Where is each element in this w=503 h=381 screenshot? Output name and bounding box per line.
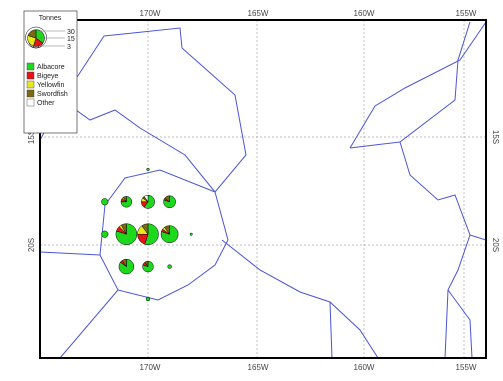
legend-label-yellowfin: Yellowfin <box>37 82 64 89</box>
legend-label-bigeye: Bigeye <box>37 73 59 80</box>
lon-label-bottom-170w: 170W <box>140 363 161 372</box>
lon-label-bottom-155w: 155W <box>456 363 477 372</box>
boundary-east-right <box>469 234 486 241</box>
legend-size-label-30: 30 <box>67 29 75 36</box>
lat-label-right-15s: 15S <box>491 130 500 144</box>
legend-size-label-15: 15 <box>67 36 75 43</box>
catch-pie-14 <box>145 296 151 302</box>
boundary-northwest <box>61 99 216 193</box>
catch-pie-12-slice-swordfish <box>144 260 149 268</box>
legend: Tonnes 30 15 3 Albacore Bigeye Yellowfin… <box>23 10 78 134</box>
catch-pie-11-slice-albacore <box>118 258 135 275</box>
lon-label-top-160w: 160W <box>354 9 375 18</box>
catch-pie-12 <box>142 260 154 273</box>
lon-label-top-165w: 165W <box>248 9 269 18</box>
catch-pie-8-slice-swordfish <box>141 223 149 235</box>
catch-pie-5 <box>163 195 176 209</box>
lon-label-bottom-160w: 160W <box>354 363 375 372</box>
catch-pie-9 <box>160 225 179 243</box>
catch-pies <box>101 167 193 302</box>
legend-label-albacore: Albacore <box>37 64 65 71</box>
boundary-east-inner <box>349 141 471 358</box>
map-frame <box>39 19 487 359</box>
catch-pie-11-slice-swordfish <box>121 258 127 268</box>
legend-title: Tonnes <box>39 15 62 22</box>
catch-pie-12-slice-albacore <box>142 260 154 273</box>
catch-pie-6-slice-albacore <box>101 230 109 238</box>
catch-pie-11 <box>118 258 135 275</box>
catch-pie-14-slice-albacore <box>145 296 151 302</box>
boundary-southwest <box>40 251 101 256</box>
lon-label-top-155w: 155W <box>456 9 477 18</box>
catch-pie-9-slice-albacore <box>160 225 179 243</box>
lat-label-right-20s: 20S <box>491 238 500 252</box>
catch-pie-6 <box>101 230 109 238</box>
catch-pie-10-slice-albacore <box>189 232 193 236</box>
legend-swatch-swordfish <box>26 89 35 98</box>
longitude-labels-top: 170W 165W 160W 155W <box>140 9 477 18</box>
lon-label-bottom-165w: 165W <box>248 363 269 372</box>
legend-swatch-bigeye <box>26 71 35 80</box>
boundary-east-outer <box>349 21 486 149</box>
catch-pie-10 <box>189 232 193 236</box>
graticule <box>40 20 486 358</box>
catch-pie-4-slice-other <box>143 194 149 203</box>
catch-pie-13-slice-albacore <box>167 264 172 269</box>
legend-label-other: Other <box>37 100 55 107</box>
legend-sample-pie <box>27 29 45 47</box>
catch-pie-7 <box>115 223 138 245</box>
boundary-north-ridge <box>103 27 247 193</box>
lon-label-top-170w: 170W <box>140 9 161 18</box>
legend-swatch-other <box>26 98 35 107</box>
catch-pie-13 <box>167 264 172 269</box>
legend-swatch-yellowfin <box>26 80 35 89</box>
legend-sample-pie-slice-swordfish <box>27 29 37 39</box>
legend-swatch-albacore <box>26 62 35 71</box>
catch-pie-1-slice-albacore <box>146 167 150 172</box>
longitude-labels-bottom: 170W 165W 160W 155W <box>140 363 477 372</box>
catch-pie-7-slice-swordfish <box>121 223 127 235</box>
boundary-southeast-2 <box>329 301 333 358</box>
boundary-east-loop <box>399 21 471 143</box>
catch-pie-5-slice-swordfish <box>164 195 170 203</box>
catch-pie-3-slice-albacore <box>120 196 133 208</box>
latitude-labels-left: 15S 20S <box>27 130 36 252</box>
catch-pie-4 <box>141 194 155 209</box>
lat-label-left-20s: 20S <box>27 238 36 252</box>
catch-pie-2-slice-albacore <box>101 198 109 206</box>
catch-pie-3-slice-swordfish <box>122 196 127 203</box>
catch-pie-1 <box>146 167 150 172</box>
legend-label-swordfish: Swordfish <box>37 91 68 98</box>
catch-pie-9-slice-swordfish <box>164 225 170 235</box>
catch-pie-5-slice-albacore <box>163 195 176 209</box>
catch-pie-7-slice-albacore <box>115 223 138 245</box>
boundary-southeast-3 <box>447 289 473 358</box>
catch-pie-8 <box>137 223 159 245</box>
boundary-southeast-1 <box>221 239 379 358</box>
latitude-labels-right: 15S 20S <box>491 130 500 252</box>
boundary-south <box>59 289 119 358</box>
eez-boundaries <box>40 21 486 358</box>
catch-pie-4-slice-albacore <box>143 194 155 209</box>
legend-size-label-3: 3 <box>67 44 71 51</box>
catch-pie-2 <box>101 198 109 206</box>
lat-label-left-15s: 15S <box>27 130 36 144</box>
catch-pie-3 <box>120 196 133 208</box>
legend-size-scale <box>25 26 47 49</box>
